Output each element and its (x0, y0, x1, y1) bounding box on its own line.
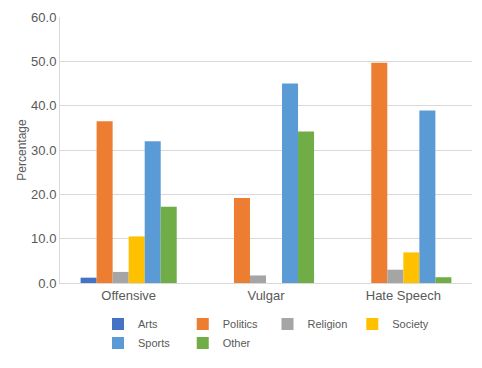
svg-text:Sports: Sports (138, 337, 170, 349)
svg-text:Hate Speech: Hate Speech (366, 288, 441, 303)
svg-text:Politics: Politics (223, 318, 258, 330)
svg-text:60.0: 60.0 (31, 10, 56, 25)
svg-text:Other: Other (223, 337, 251, 349)
svg-text:Percentage: Percentage (15, 119, 29, 181)
svg-text:Society: Society (392, 318, 429, 330)
svg-text:Vulgar: Vulgar (247, 288, 285, 303)
svg-text:30.0: 30.0 (31, 143, 56, 158)
svg-text:Offensive: Offensive (101, 288, 156, 303)
svg-text:20.0: 20.0 (31, 187, 56, 202)
svg-text:Religion: Religion (308, 318, 348, 330)
svg-text:40.0: 40.0 (31, 98, 56, 113)
svg-text:10.0: 10.0 (31, 231, 56, 246)
svg-text:0.0: 0.0 (38, 276, 56, 291)
svg-text:50.0: 50.0 (31, 54, 56, 69)
svg-text:Arts: Arts (138, 318, 158, 330)
